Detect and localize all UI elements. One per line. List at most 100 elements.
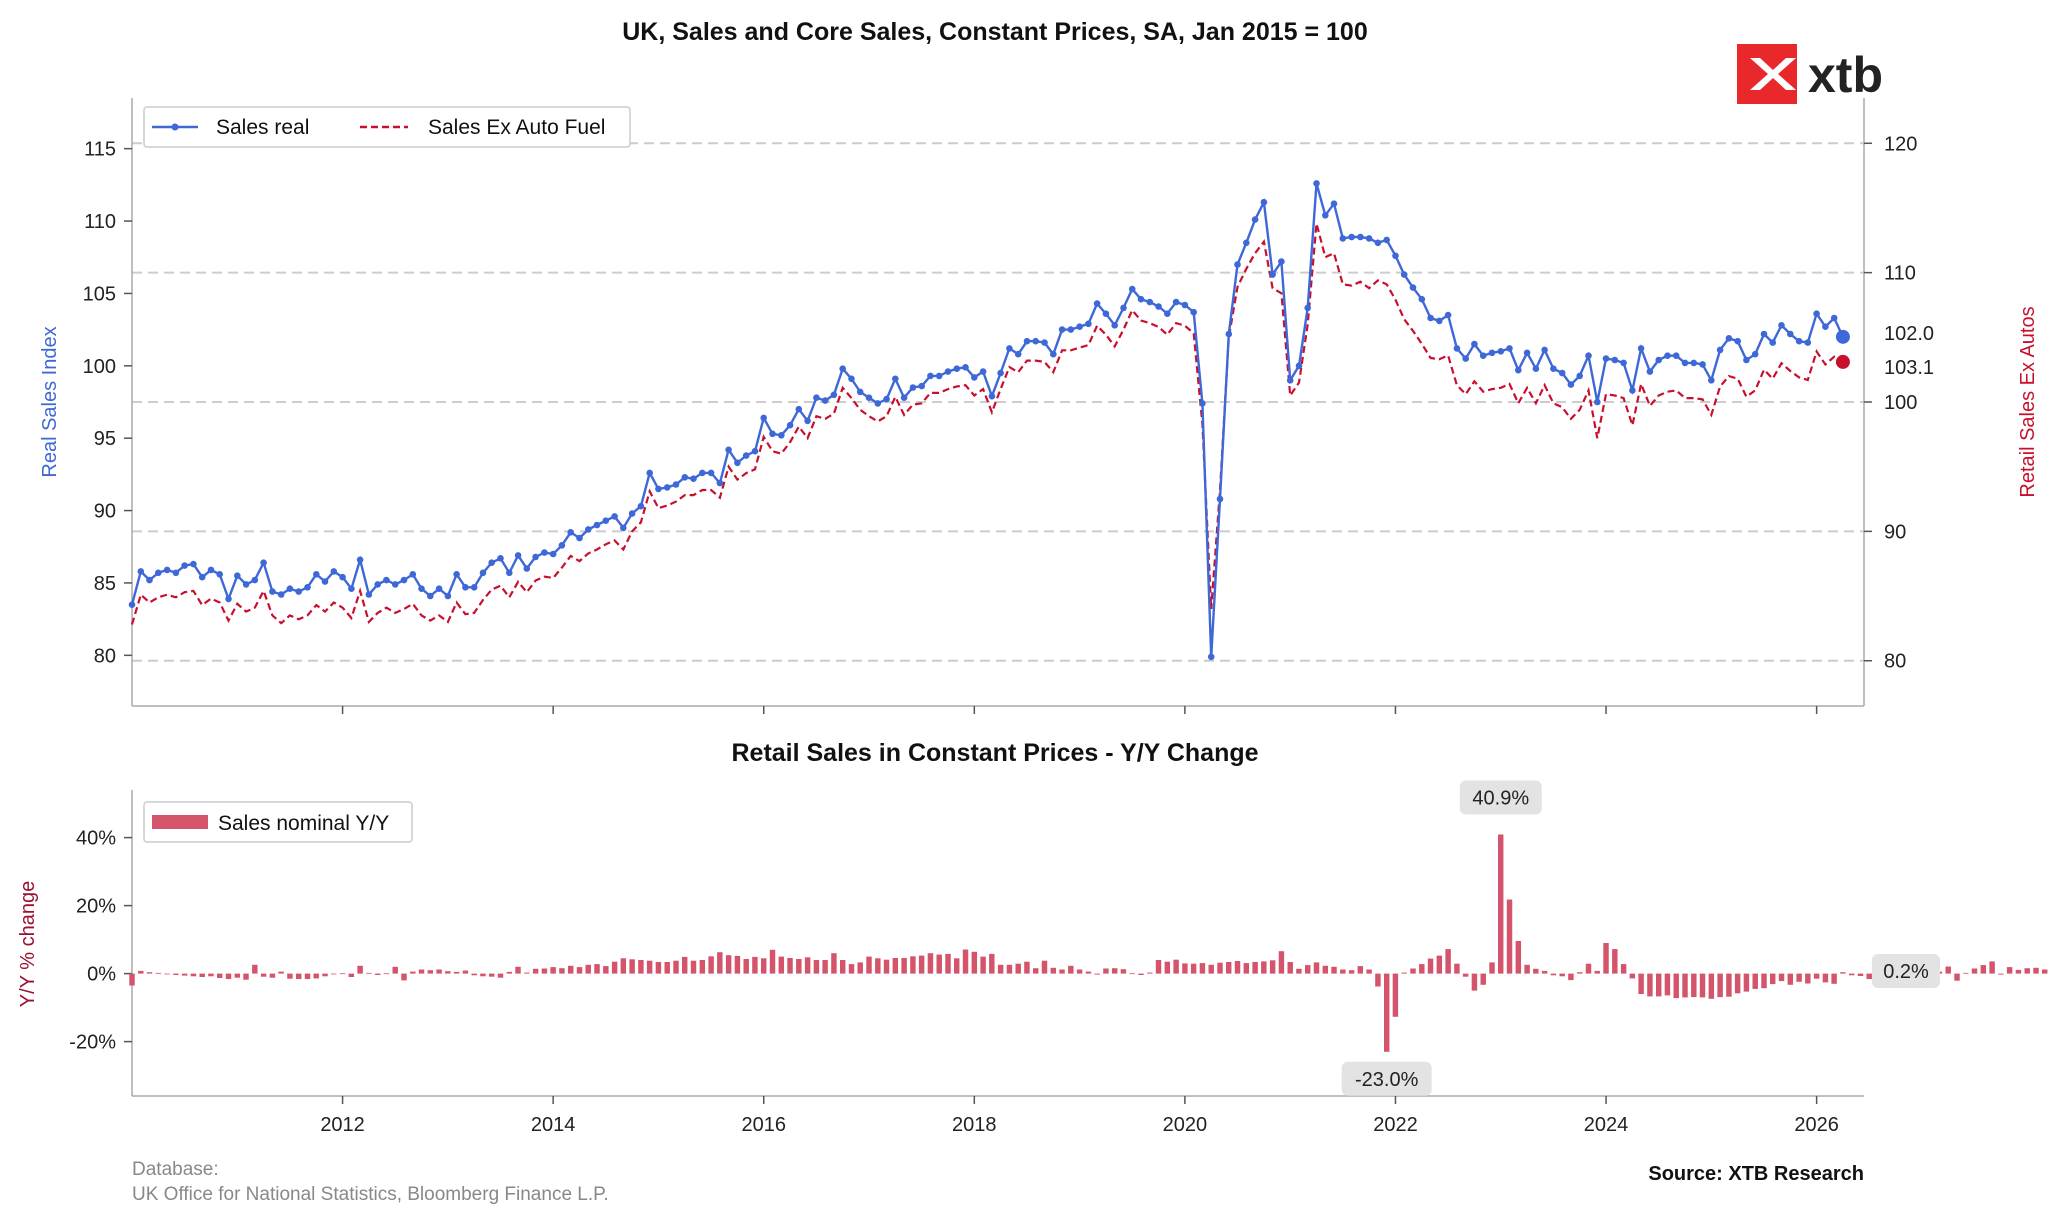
sales-real-point [128,601,136,608]
sales-real-point [1532,365,1540,373]
yoy-bar [550,967,556,974]
yoy-bar [778,956,785,974]
sales-real-point [1427,314,1434,322]
sales-real-point [663,484,671,491]
sales-real-point [830,391,838,399]
xtb-logo: xtb [1737,44,1883,104]
sales-real-point [1286,377,1294,384]
sales-real-point [1629,387,1636,394]
yoy-bar [1541,970,1548,974]
sales-real-point [742,452,750,459]
yoy-bar [769,949,776,974]
yoy-bar [181,973,188,976]
yoy-bar [1173,959,1179,974]
yoy-bar [1831,973,1837,984]
yoy-bar [1620,964,1627,974]
sales-real-point [1348,233,1355,241]
sales-real-point [295,588,303,595]
yoy-bar [1550,973,1557,976]
yoy-bar [1506,899,1513,974]
yoy-bar [717,952,723,974]
yoy-bar [980,956,986,974]
last-value-sales-ex-fuel: 103.1 [1884,357,1934,379]
sales-real-point [1216,495,1224,503]
yoy-bar [392,966,398,974]
sales-real-point [1444,311,1452,319]
yoy-bar [989,953,995,974]
sales-real-point [593,521,601,529]
yoy-bar [1278,951,1285,974]
sales-real-point [1041,339,1048,346]
sales-real-point [1822,323,1829,331]
sales-real-point [1795,337,1803,345]
yoy-bar [848,964,855,974]
sales-real-point [962,364,969,371]
sales-real-point [1120,304,1127,312]
left-tick-label: 110 [84,211,116,233]
sales-real-point [286,585,294,592]
sales-real-point [1128,285,1136,293]
yoy-bar [1577,972,1583,974]
bottom-y-axis-label: Y/Y % change [17,881,39,1007]
left-tick-label: 85 [94,573,116,595]
yoy-bar [1533,968,1539,974]
sales-real-point [1357,233,1364,241]
yoy-bar [1024,961,1030,974]
sales-real-point [1743,356,1750,364]
sales-real-point [707,469,715,477]
yoy-bar [489,973,495,977]
yoy-bar [1805,973,1811,984]
yoy-bar [2042,969,2048,974]
sales-real-point [804,417,811,425]
sales-real-point [462,584,469,591]
yoy-bar [471,973,477,976]
yoy-bar [1603,943,1609,974]
yoy-bar [445,971,451,974]
yoy-bar [883,959,890,974]
yoy-bar [945,953,951,974]
sales-real-point [190,560,197,568]
sales-real-point [1383,236,1390,244]
yoy-bar [585,964,591,974]
footer-database-sources: UK Office for National Statistics, Bloom… [132,1184,609,1205]
sales-real-point [1594,398,1601,406]
sales-real-point [1313,180,1320,187]
sales-real-point [1207,653,1215,661]
yoy-bar [1980,965,1987,974]
sales-real-point [1804,339,1812,346]
yoy-bar [1147,972,1153,974]
yoy-bar [664,962,670,974]
sales-real-point [1830,314,1838,322]
yoy-bar [296,973,302,979]
yoy-bar [971,951,978,974]
xtb-logo-mark-icon [1737,44,1797,104]
right-tick-label: 100 [1884,392,1917,414]
sales-real-point [435,585,443,592]
yoy-bar [1287,962,1293,974]
yoy-bar [629,959,635,974]
yoy-bar [1998,973,2004,975]
yoy-bar [576,967,583,974]
sales-real-point [1243,239,1250,247]
sales-real-point [1515,366,1522,374]
sales-real-point [602,517,610,524]
yoy-bar [1796,973,1802,982]
yoy-bar [1050,967,1057,974]
yoy-bar [840,960,846,974]
sales-real-point [567,529,574,536]
yoy-bar [1840,972,1846,974]
yoy-bar [1734,973,1741,994]
sales-real-point [1699,361,1706,368]
yoy-bar [453,971,460,974]
top-x-ticks [341,706,1818,714]
top-grid [132,142,1864,662]
sales-real-point [1664,352,1671,360]
sales-real-point [1085,320,1092,328]
sales-real-point [856,388,864,396]
yoy-bar [243,973,249,980]
yoy-bar [1252,962,1258,974]
yoy-bar [796,959,802,974]
yoy-bar [708,956,714,974]
bottom-x-ticks: 2012 2014 2016 2018 2020 2022 2024 2026 [320,1096,1839,1136]
left-tick-label: 80 [94,645,116,667]
